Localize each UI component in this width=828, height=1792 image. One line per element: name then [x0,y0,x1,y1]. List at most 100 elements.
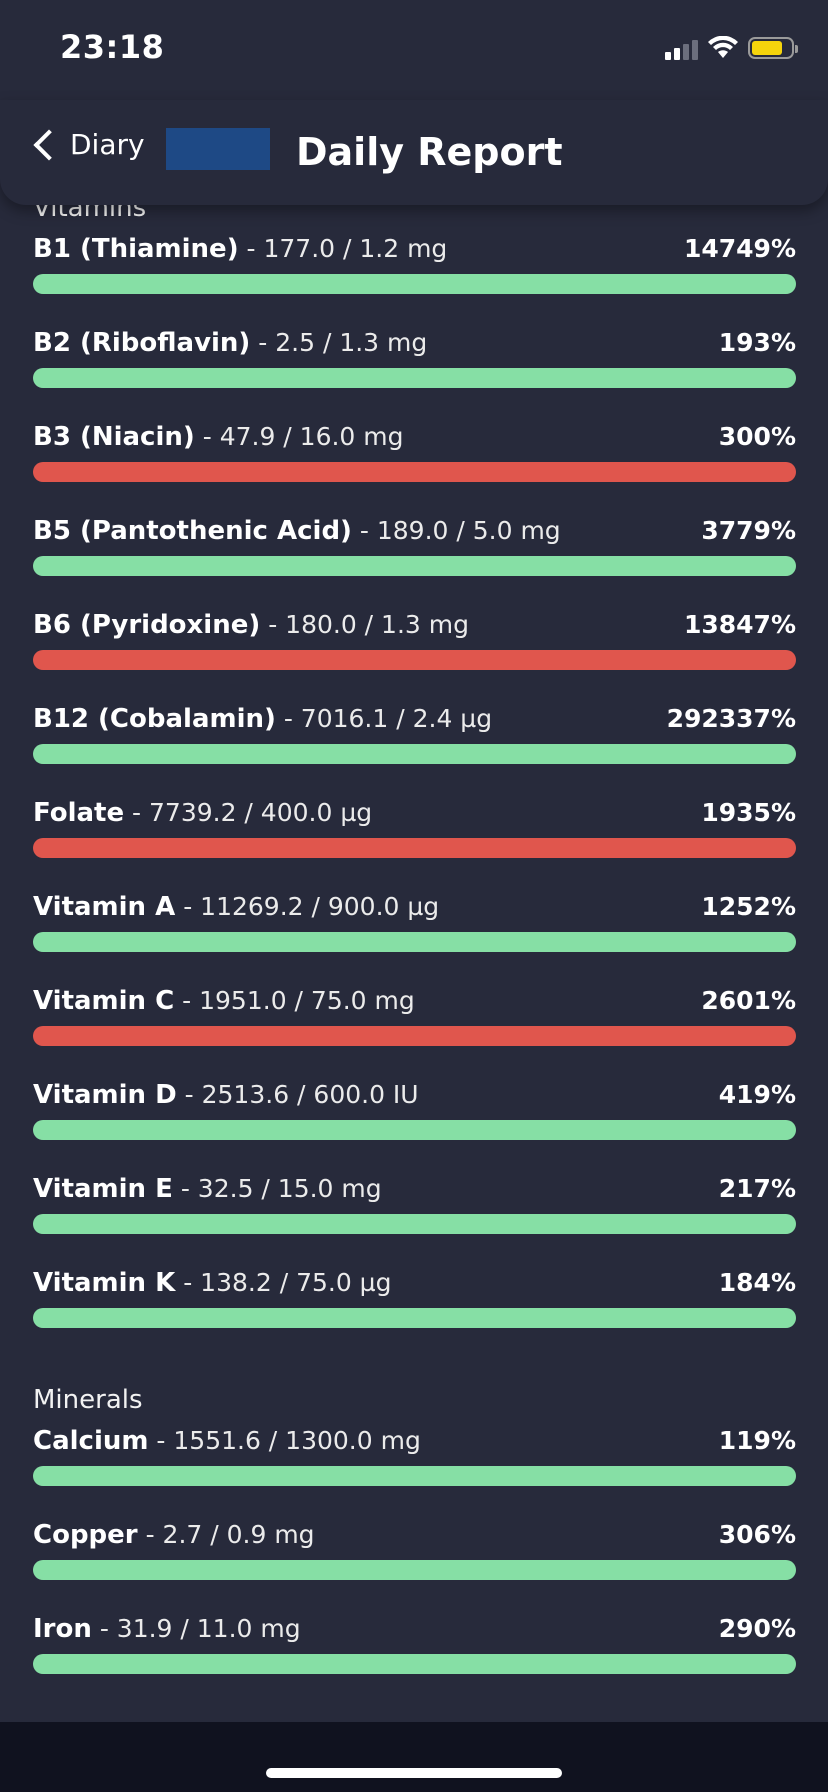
cellular-signal-icon [665,36,698,60]
nutrient-progress-bar [33,1120,796,1140]
nutrient-line: Vitamin D - 2513.6 / 600.0 IU 419% [33,1080,796,1110]
nutrient-progress-bar [33,1308,796,1328]
nutrient-amount: - 189.0 / 5.0 mg [351,516,561,545]
nutrient-line: Calcium - 1551.6 / 1300.0 mg 119% [33,1426,796,1456]
nutrient-line: B5 (Pantothenic Acid) - 189.0 / 5.0 mg 37… [33,516,796,546]
nutrient-label: Vitamin D - 2513.6 / 600.0 IU [33,1080,419,1110]
nutrient-row: B12 (Cobalamin) - 7016.1 / 2.4 µg 292337% [33,704,796,798]
nutrient-progress-bar [33,1560,796,1580]
nutrient-progress-bar [33,462,796,482]
nutrient-row: Iron - 31.9 / 11.0 mg 290% [33,1614,796,1708]
nutrient-progress-bar [33,1214,796,1234]
nutrient-percent: 306% [718,1520,796,1549]
nutrient-name: Copper [33,1520,138,1550]
nutrient-name: Vitamin K [33,1268,176,1298]
nutrient-name: Iron [33,1614,92,1644]
nutrient-label: Calcium - 1551.6 / 1300.0 mg [33,1426,421,1456]
nutrient-line: B1 (Thiamine) - 177.0 / 1.2 mg 14749% [33,234,796,264]
nutrient-name: Folate [33,798,125,828]
nutrient-amount: - 11269.2 / 900.0 µg [175,892,440,921]
nutrient-label: Copper - 2.7 / 0.9 mg [33,1520,315,1550]
nutrient-line: B2 (Riboflavin) - 2.5 / 1.3 mg 193% [33,328,796,358]
status-bar: 23:18 [0,0,828,100]
battery-level [752,41,783,55]
nutrient-progress-bar [33,556,796,576]
nutrient-row: B6 (Pyridoxine) - 180.0 / 1.3 mg 13847% [33,610,796,704]
nutrient-row: Vitamin D - 2513.6 / 600.0 IU 419% [33,1080,796,1174]
nutrient-label: Vitamin A - 11269.2 / 900.0 µg [33,892,439,922]
nutrient-percent: 184% [718,1268,796,1297]
status-icons [665,36,798,60]
nutrient-row: Vitamin E - 32.5 / 15.0 mg 217% [33,1174,796,1268]
nutrient-percent: 300% [718,422,796,451]
nutrient-name: B5 (Pantothenic Acid) [33,516,352,546]
nutrient-percent: 419% [718,1080,796,1109]
nutrient-row: Vitamin A - 11269.2 / 900.0 µg 1252% [33,892,796,986]
home-indicator[interactable] [266,1768,562,1778]
nutrient-name: B2 (Riboflavin) [33,328,251,358]
nutrient-row: Vitamin C - 1951.0 / 75.0 mg 2601% [33,986,796,1080]
back-label: Diary [70,128,145,161]
status-time: 23:18 [60,28,165,66]
nutrient-amount: - 2513.6 / 600.0 IU [176,1080,419,1109]
nutrient-label: B12 (Cobalamin) - 7016.1 / 2.4 µg [33,704,492,734]
nutrient-percent: 3779% [701,516,796,545]
section-header-minerals: Minerals [33,1385,143,1415]
nutrient-row: Calcium - 1551.6 / 1300.0 mg 119% [33,1426,796,1520]
nutrient-name: Vitamin C [33,986,175,1016]
nutrient-percent: 14749% [683,234,796,263]
nutrient-amount: - 180.0 / 1.3 mg [260,610,469,639]
nutrient-percent: 13847% [683,610,796,639]
nutrient-label: B2 (Riboflavin) - 2.5 / 1.3 mg [33,328,427,358]
nutrient-line: Vitamin E - 32.5 / 15.0 mg 217% [33,1174,796,1204]
nutrient-line: B6 (Pyridoxine) - 180.0 / 1.3 mg 13847% [33,610,796,640]
nutrient-name: Vitamin A [33,892,176,922]
nutrient-line: B12 (Cobalamin) - 7016.1 / 2.4 µg 292337% [33,704,796,734]
nutrient-percent: 1935% [701,798,796,827]
nutrient-name: Vitamin D [33,1080,177,1110]
nutrient-line: Folate - 7739.2 / 400.0 µg 1935% [33,798,796,828]
home-bar-area [0,1722,828,1792]
nutrient-label: B5 (Pantothenic Acid) - 189.0 / 5.0 mg [33,516,561,546]
nutrient-name: Vitamin E [33,1174,173,1204]
nutrient-progress-bar [33,1654,796,1674]
nutrient-label: B6 (Pyridoxine) - 180.0 / 1.3 mg [33,610,469,640]
chevron-left-icon [33,128,65,161]
nutrient-name: B12 (Cobalamin) [33,704,276,734]
nutrient-label: Iron - 31.9 / 11.0 mg [33,1614,301,1644]
nutrient-row: Folate - 7739.2 / 400.0 µg 1935% [33,798,796,892]
nutrient-row: B5 (Pantothenic Acid) - 189.0 / 5.0 mg 37… [33,516,796,610]
nutrient-line: Vitamin C - 1951.0 / 75.0 mg 2601% [33,986,796,1016]
nutrient-name: B6 (Pyridoxine) [33,610,261,640]
nutrient-line: Iron - 31.9 / 11.0 mg 290% [33,1614,796,1644]
nutrient-progress-bar [33,1466,796,1486]
nutrient-percent: 217% [718,1174,796,1203]
nutrient-amount: - 1551.6 / 1300.0 mg [148,1426,421,1455]
nutrient-progress-bar [33,274,796,294]
nutrient-line: Vitamin A - 11269.2 / 900.0 µg 1252% [33,892,796,922]
back-button[interactable]: Diary [30,128,145,161]
nutrient-name: Calcium [33,1426,149,1456]
nutrient-amount: - 138.2 / 75.0 µg [175,1268,392,1297]
nutrient-amount: - 1951.0 / 75.0 mg [174,986,415,1015]
nutrient-row: Copper - 2.7 / 0.9 mg 306% [33,1520,796,1614]
nutrient-progress-bar [33,1026,796,1046]
nutrient-label: Folate - 7739.2 / 400.0 µg [33,798,372,828]
report-content[interactable]: Vitamins B1 (Thiamine) - 177.0 / 1.2 mg 14… [33,193,796,1708]
battery-icon [748,37,798,59]
nutrient-percent: 292337% [666,704,796,733]
nutrient-label: Vitamin E - 32.5 / 15.0 mg [33,1174,382,1204]
nutrient-amount: - 2.7 / 0.9 mg [137,1520,315,1549]
nutrient-amount: - 7739.2 / 400.0 µg [124,798,373,827]
nutrient-progress-bar [33,932,796,952]
nutrient-percent: 290% [718,1614,796,1643]
nutrient-amount: - 177.0 / 1.2 mg [238,234,448,263]
nutrient-percent: 2601% [701,986,796,1015]
nutrient-amount: - 7016.1 / 2.4 µg [275,704,493,733]
nutrient-progress-bar [33,368,796,388]
app-logo [166,128,270,170]
nutrient-line: B3 (Niacin) - 47.9 / 16.0 mg 300% [33,422,796,452]
nutrient-amount: - 2.5 / 1.3 mg [250,328,428,357]
page-title: Daily Report [296,130,563,174]
nutrient-label: Vitamin K - 138.2 / 75.0 µg [33,1268,391,1298]
